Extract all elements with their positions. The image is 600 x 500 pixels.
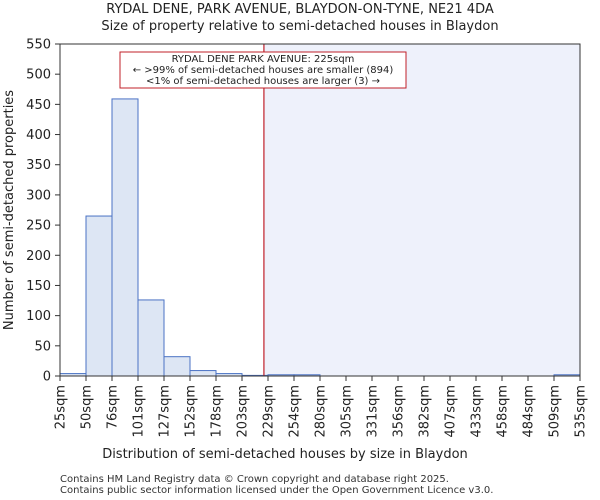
y-tick-label: 300 (26, 188, 51, 203)
annotation-box: RYDAL DENE PARK AVENUE: 225sqm ← >99% of… (119, 51, 407, 89)
y-tick-label: 400 (26, 128, 51, 143)
x-tick-label: 280sqm (314, 385, 329, 438)
bar-50sqm (85, 215, 113, 377)
bar-127sqm (163, 356, 191, 377)
x-tick-label: 127sqm (158, 385, 173, 438)
annotation-line-2: ← >99% of semi-detached houses are small… (133, 65, 394, 76)
y-tick-label: 150 (26, 279, 51, 294)
y-tick-label: 500 (26, 68, 51, 83)
chart-title: RYDAL DENE, PARK AVENUE, BLAYDON-ON-TYNE… (106, 2, 494, 17)
chart-subtitle: Size of property relative to semi-detach… (101, 19, 499, 34)
x-tick-label: 305sqm (340, 385, 355, 438)
bar-76sqm (111, 98, 139, 377)
y-tick-label: 0 (43, 370, 51, 385)
y-tick-label: 200 (26, 249, 51, 264)
y-tick-label: 250 (26, 219, 51, 234)
x-tick-label: 101sqm (132, 385, 147, 438)
x-tick-label: 356sqm (392, 385, 407, 438)
x-tick-label: 535sqm (574, 385, 589, 438)
x-tick-label: 254sqm (288, 385, 303, 438)
x-tick-label: 203sqm (236, 385, 251, 438)
x-tick-label: 458sqm (496, 385, 511, 438)
annotation-line-3: <1% of semi-detached houses are larger (… (146, 76, 380, 87)
y-tick-label: 350 (26, 158, 51, 173)
y-tick-label: 100 (26, 309, 51, 324)
x-tick-label: 433sqm (470, 385, 485, 438)
bar-101sqm (137, 299, 165, 377)
x-tick-label: 407sqm (444, 385, 459, 438)
annotation-line-1: RYDAL DENE PARK AVENUE: 225sqm (172, 54, 355, 65)
y-tick-label: 450 (26, 98, 51, 113)
x-tick-label: 382sqm (418, 385, 433, 438)
y-axis-label: Number of semi-detached properties (2, 90, 17, 330)
x-tick-label: 178sqm (210, 385, 225, 438)
x-tick-label: 331sqm (366, 385, 381, 438)
footer-licence: Contains public sector information licen… (60, 485, 494, 496)
bar-152sqm (189, 370, 217, 377)
x-axis-label: Distribution of semi-detached houses by … (102, 447, 468, 462)
y-tick-label: 50 (34, 339, 51, 354)
x-tick-label: 229sqm (262, 385, 277, 438)
x-tick-label: 484sqm (522, 385, 537, 438)
x-tick-label: 152sqm (184, 385, 199, 438)
y-tick-label: 550 (26, 38, 51, 53)
x-tick-label: 50sqm (80, 385, 95, 429)
footer-copyright: Contains HM Land Registry data © Crown c… (60, 474, 449, 485)
highlight-region (263, 44, 580, 376)
x-tick-label: 25sqm (54, 385, 69, 429)
x-tick-label: 76sqm (106, 385, 121, 429)
x-tick-label: 509sqm (548, 385, 563, 438)
